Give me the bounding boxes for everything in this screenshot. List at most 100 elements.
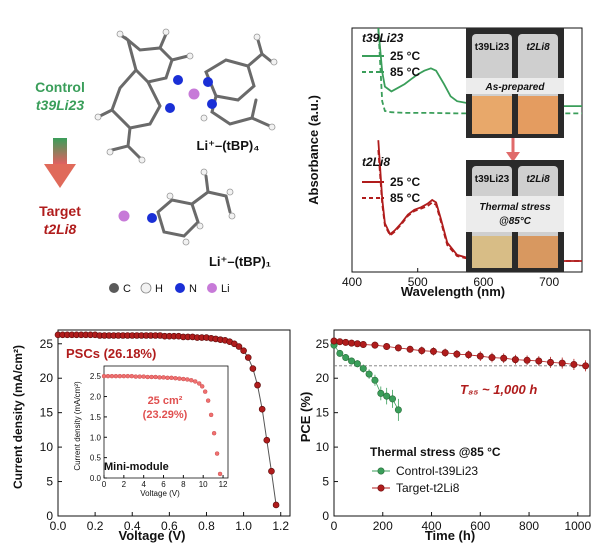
jv-point xyxy=(240,347,247,354)
vial-right-label: t2Li8 xyxy=(526,42,550,53)
jv-ytick-label: 20 xyxy=(40,371,54,385)
inset-point xyxy=(137,374,142,379)
inset-point xyxy=(185,377,190,382)
stability-point-control xyxy=(359,365,367,373)
stability-ytick-label: 5 xyxy=(322,475,329,489)
stability-xtick-label: 800 xyxy=(519,519,539,533)
legend-label-control-25: 25 °C xyxy=(390,49,420,63)
stability-plot-area: 0 200 400 600 800 1000 0 5 10 15 20 25 xyxy=(316,329,591,533)
hydrogen-atoms xyxy=(94,28,278,164)
absorbance-xlabel: Wavelength (nm) xyxy=(401,284,505,299)
stability-point-target xyxy=(465,351,473,359)
inset-ytick-label: 2.5 xyxy=(90,372,102,381)
stability-point-target xyxy=(342,338,350,346)
stability-point-target xyxy=(418,347,426,355)
inset-point xyxy=(208,412,214,418)
legend-target: Target-t2Li8 xyxy=(372,481,460,495)
thermal-stress-caption: Thermal stress xyxy=(479,202,551,213)
lithium-atom xyxy=(188,88,200,100)
control-name: t39Li23 xyxy=(36,97,84,113)
absorbance-xtick-label: 500 xyxy=(408,275,428,289)
inset-point xyxy=(193,379,198,384)
jv-ytick-label: 5 xyxy=(46,475,53,489)
absorbance-chart: 400 500 600 700 Absorbance (a.u.) Wavelengt… xyxy=(306,27,583,299)
stability-point-target xyxy=(511,356,519,364)
stability-point-control xyxy=(377,389,385,397)
jv-ylabel: Current density (mA/cm²) xyxy=(11,345,25,489)
stability-point-control xyxy=(353,360,361,368)
inset-point xyxy=(101,373,107,379)
inset-point xyxy=(165,375,170,381)
jv-frame xyxy=(57,329,291,517)
legend-group-target: t2Li8 xyxy=(362,155,390,169)
stability-ylabel: PCE (%) xyxy=(300,392,313,443)
stability-point-control xyxy=(342,354,350,362)
stability-point-target xyxy=(558,359,566,367)
inset-ytick-label: 1.0 xyxy=(90,433,102,442)
stability-xtick-label: 0 xyxy=(331,519,338,533)
stability-point-control xyxy=(371,376,379,384)
legend-group-control: t39Li23 xyxy=(362,31,404,45)
inset-point xyxy=(177,376,182,381)
absorbance-ylabel: Absorbance (a.u.) xyxy=(306,95,321,205)
inset-point xyxy=(141,374,146,379)
inset-point xyxy=(105,373,111,379)
inset-point xyxy=(157,375,162,380)
complex4-label: Li⁺–(tBP)₄ xyxy=(197,138,260,153)
as-prepared-caption: As-prepared xyxy=(485,82,546,93)
stability-point-control xyxy=(336,349,344,357)
stability-annotation: T₈₅ ~ 1,000 h xyxy=(460,382,537,397)
nitrogen-swatch xyxy=(175,283,185,293)
stability-point-target xyxy=(353,340,361,348)
mini-module-inset: 0 2 4 6 8 10 12 0.0 0.5 1.0 1.5 2.0 2.5 xyxy=(90,365,229,489)
inset-point xyxy=(211,430,217,436)
stability-point-target xyxy=(406,345,414,353)
inset-point xyxy=(181,376,186,382)
transition-arrow xyxy=(44,138,76,188)
complex1-label: Li⁺–(tBP)₁ xyxy=(209,254,271,269)
legend-target-label: Target-t2Li8 xyxy=(396,481,460,495)
jv-xtick-label: 0.6 xyxy=(161,519,178,533)
inset-point xyxy=(129,373,134,379)
vial-photo-thermal-stress: t39Li23 t2Li8 Thermal stress @85°C xyxy=(466,160,564,272)
stability-point-target xyxy=(441,349,449,357)
control-label: Control xyxy=(35,79,85,95)
stability-point-target xyxy=(330,337,338,345)
jv-point xyxy=(249,365,257,372)
inset-point xyxy=(189,378,194,383)
stability-point-control xyxy=(389,395,397,403)
inset-point xyxy=(205,398,211,403)
inset-point xyxy=(121,373,127,379)
stability-point-control xyxy=(348,357,356,365)
inset-point xyxy=(117,373,123,379)
stability-ytick-label: 15 xyxy=(316,406,330,420)
inset-xtick-label: 12 xyxy=(219,480,228,489)
stability-xtick-label: 1000 xyxy=(564,519,591,533)
stability-point-target xyxy=(500,354,508,362)
inset-xtick-label: 0 xyxy=(102,480,107,489)
jv-xtick-label: 1.0 xyxy=(235,519,252,533)
jv-point xyxy=(272,501,280,509)
stability-point-target xyxy=(523,356,531,364)
nitrogen-atom xyxy=(173,75,183,85)
stability-chart: 0 200 400 600 800 1000 0 5 10 15 20 25 PCE (%) Time… xyxy=(300,329,591,543)
stability-point-target xyxy=(429,347,437,355)
stability-point-target xyxy=(582,362,590,370)
stability-point-target xyxy=(488,354,496,362)
stability-point-control xyxy=(383,392,391,400)
stability-ytick-label: 25 xyxy=(316,337,330,351)
inset-xtick-label: 2 xyxy=(122,480,127,489)
jv-point xyxy=(263,436,271,444)
inset-xtick-label: 4 xyxy=(141,480,146,489)
jv-ytick-label: 15 xyxy=(40,406,54,420)
absorbance-xtick-label: 700 xyxy=(539,275,559,289)
stability-point-target xyxy=(453,350,461,358)
inset-name-label: Mini-module xyxy=(104,461,169,473)
stability-point-target xyxy=(570,360,578,368)
inset-point xyxy=(214,451,220,456)
inset-point xyxy=(125,373,131,379)
photo-transition-arrow xyxy=(506,138,520,162)
absorbance-series-control-85c xyxy=(377,27,582,115)
jv-xtick-label: 0.4 xyxy=(124,519,141,533)
vial-left-label-2: t39Li23 xyxy=(475,174,510,185)
